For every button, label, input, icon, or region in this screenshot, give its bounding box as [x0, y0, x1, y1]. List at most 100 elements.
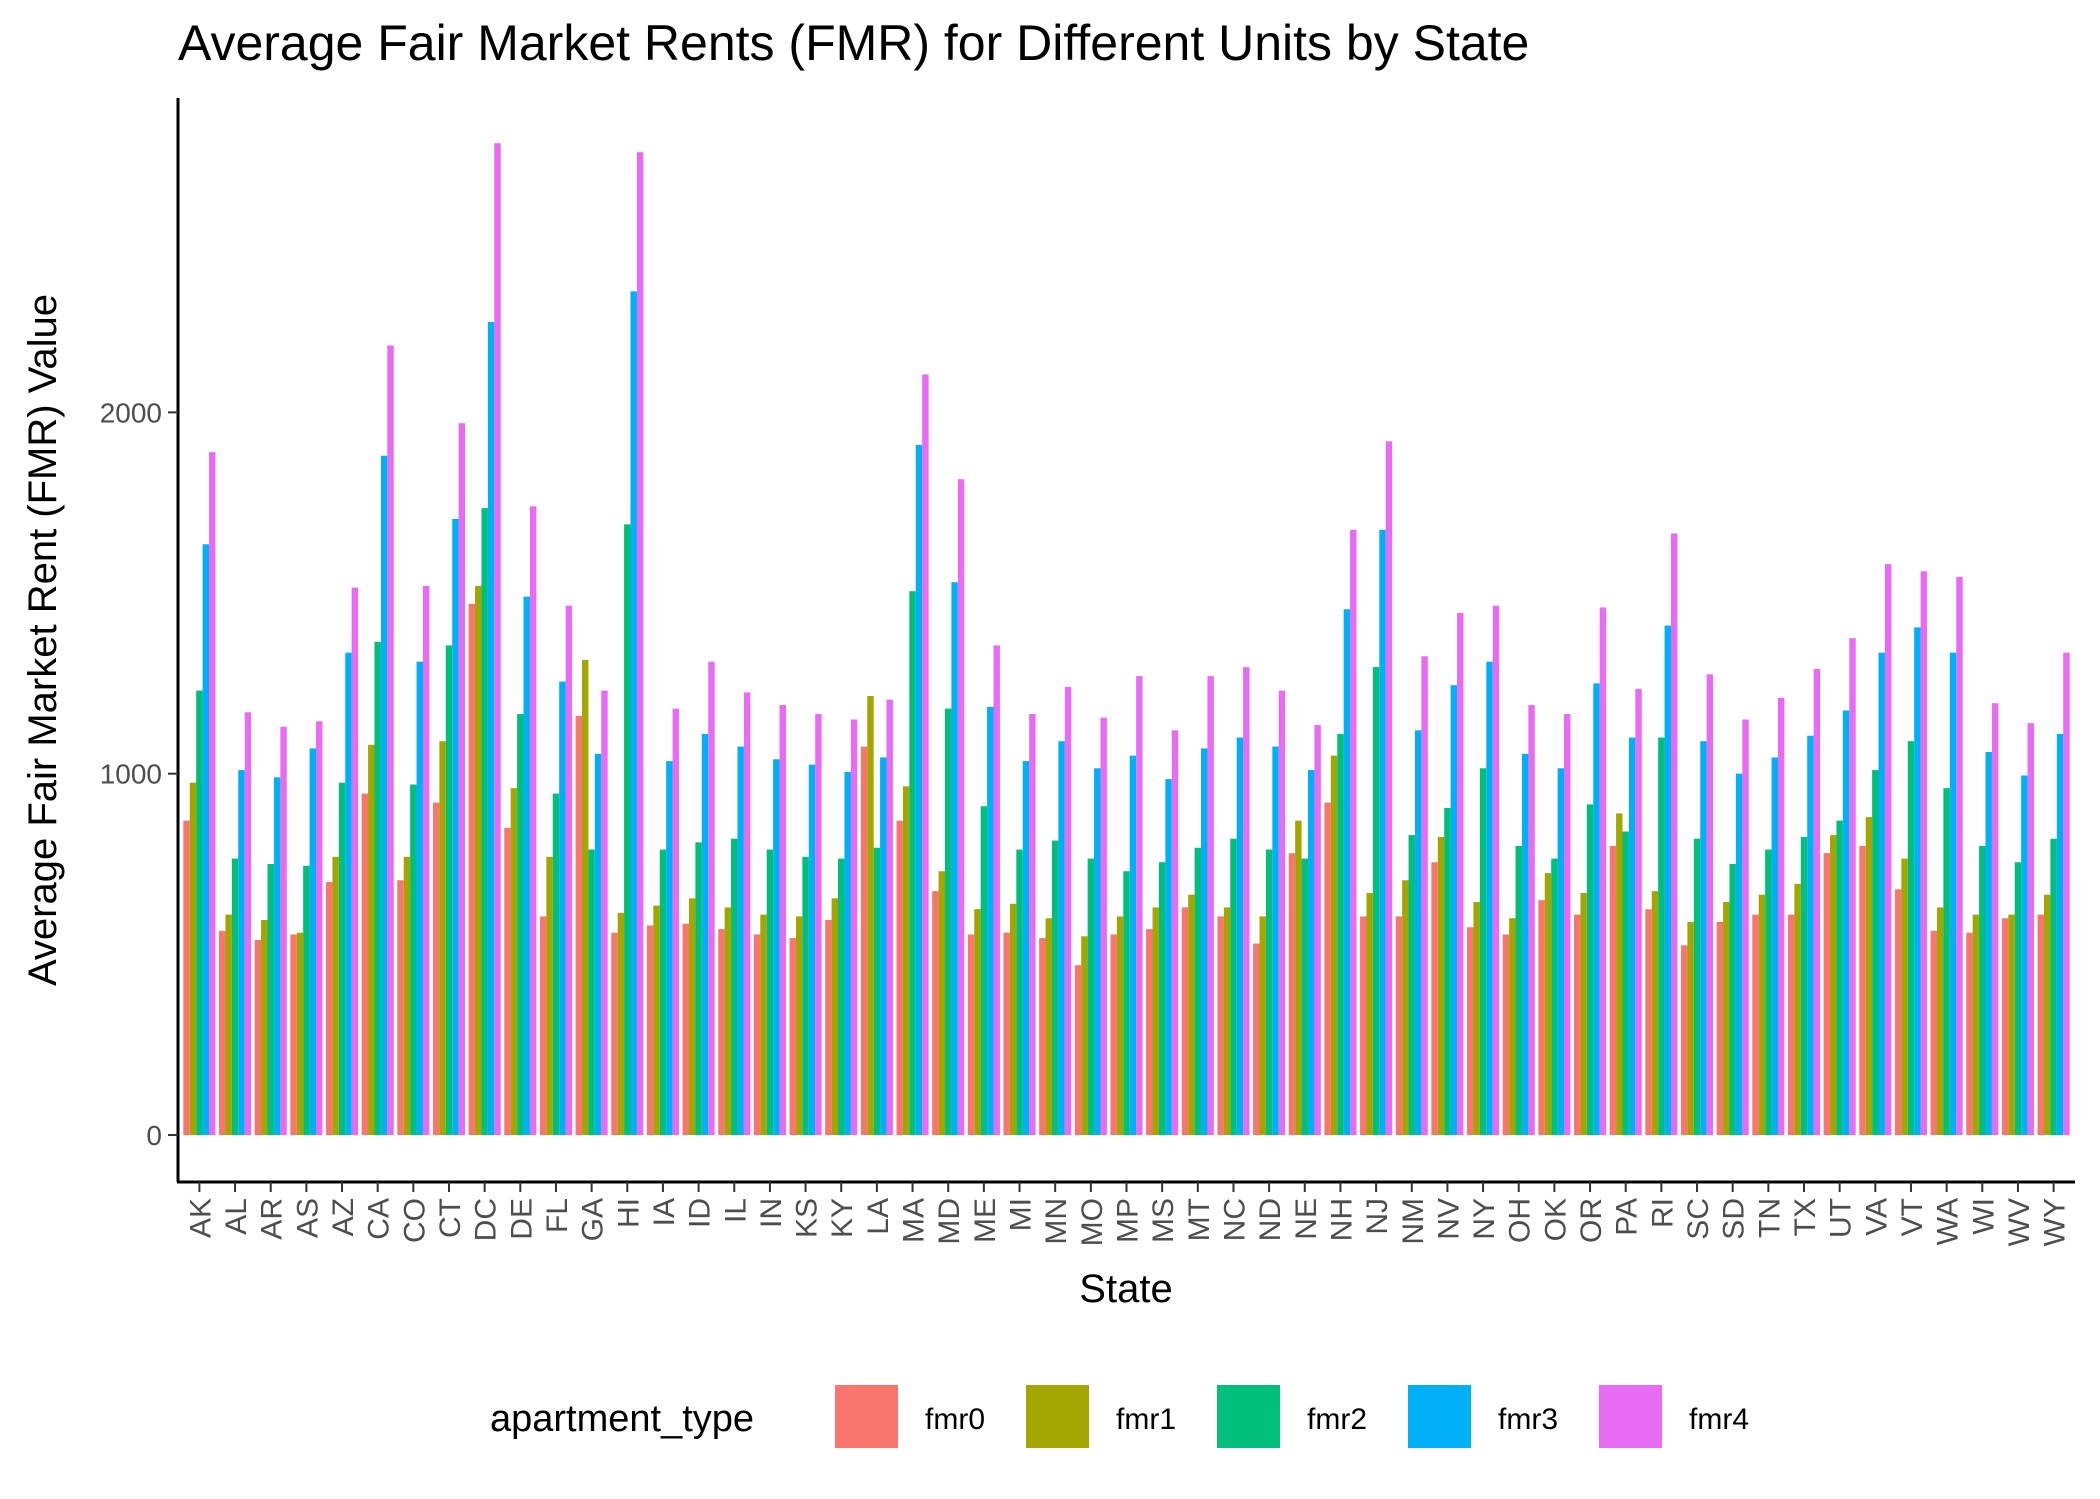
bar-fmr4-nh	[1350, 529, 1357, 1136]
bar-fmr3-id	[701, 733, 709, 1136]
bar-fmr1-ne	[1295, 820, 1302, 1136]
bar-fmr1-nh	[1330, 755, 1338, 1136]
bar-fmr0-ne	[1288, 853, 1296, 1136]
bar-fmr2-pa	[1622, 831, 1629, 1136]
bar-fmr2-fl	[552, 793, 560, 1136]
bar-fmr0-oh	[1502, 934, 1510, 1136]
x-tick-label: NJ	[1361, 1198, 1394, 1235]
bar-fmr4-la	[886, 699, 893, 1136]
bar-fmr1-mp	[1116, 916, 1124, 1136]
bar-fmr4-sc	[1706, 674, 1714, 1136]
x-tick-label: OH	[1504, 1198, 1537, 1243]
bar-fmr1-mo	[1081, 936, 1088, 1136]
bar-fmr0-de	[504, 827, 511, 1136]
bar-fmr0-dc	[468, 603, 476, 1136]
bar-fmr3-in	[773, 759, 780, 1136]
bar-fmr3-ia	[666, 761, 673, 1136]
bar-fmr4-pa	[1635, 688, 1642, 1136]
bar-fmr1-ia	[653, 905, 660, 1136]
x-tick-label: NC	[1218, 1198, 1251, 1241]
legend-label-fmr3: fmr3	[1498, 1403, 1558, 1436]
bar-fmr4-mi	[1029, 714, 1036, 1136]
bar-fmr0-wi	[1966, 932, 1973, 1136]
bar-fmr4-ak	[209, 452, 216, 1136]
bar-fmr3-ms	[1165, 779, 1172, 1136]
bar-fmr1-ar	[261, 920, 268, 1136]
bar-fmr2-wi	[1979, 845, 1986, 1136]
x-tick-label: MN	[1040, 1198, 1073, 1245]
bar-fmr0-ny	[1467, 927, 1474, 1136]
bar-fmr3-sd	[1735, 773, 1743, 1136]
x-tick-label: MT	[1183, 1198, 1216, 1241]
bar-fmr4-wy	[2063, 652, 2070, 1136]
bar-fmr4-de	[529, 506, 537, 1136]
bar-fmr1-nd	[1259, 916, 1266, 1136]
bar-fmr0-id	[682, 923, 689, 1136]
bar-fmr0-ut	[1823, 853, 1831, 1136]
bar-fmr1-az	[332, 856, 339, 1136]
bar-fmr0-as	[290, 934, 297, 1136]
bar-fmr4-wv	[2027, 723, 2034, 1136]
bar-fmr2-mo	[1087, 858, 1095, 1136]
x-tick-label: IL	[719, 1198, 752, 1223]
bar-fmr0-hi	[611, 932, 618, 1136]
legend-label-fmr4: fmr4	[1689, 1403, 1749, 1436]
bar-fmr2-ia	[659, 849, 667, 1136]
x-tick-label: CA	[363, 1198, 396, 1240]
bar-fmr1-co	[403, 856, 411, 1136]
bar-fmr3-md	[951, 582, 958, 1136]
bar-fmr3-ne	[1308, 770, 1315, 1136]
bar-fmr4-nm	[1421, 656, 1428, 1136]
bar-fmr2-ma	[909, 591, 916, 1136]
bar-fmr4-ri	[1671, 533, 1678, 1136]
bar-fmr0-or	[1574, 914, 1581, 1136]
bar-fmr1-ga	[582, 659, 589, 1136]
y-axis-title: Average Fair Market Rent (FMR) Value	[21, 294, 65, 986]
legend-label-fmr2: fmr2	[1307, 1403, 1367, 1436]
bar-fmr1-nj	[1366, 892, 1373, 1136]
bar-fmr0-ct	[432, 802, 440, 1136]
bar-fmr2-mn	[1051, 840, 1059, 1136]
bar-fmr1-me	[974, 909, 981, 1136]
bar-fmr3-la	[880, 757, 887, 1136]
bar-fmr2-oh	[1515, 845, 1522, 1136]
bar-fmr2-ok	[1551, 858, 1558, 1136]
bar-fmr1-wi	[1972, 914, 1980, 1136]
bar-fmr4-ms	[1171, 730, 1179, 1136]
bar-fmr1-nc	[1223, 907, 1231, 1136]
x-tick-label: MD	[933, 1198, 966, 1245]
bar-fmr1-pa	[1616, 813, 1623, 1136]
bar-fmr3-ks	[808, 764, 816, 1136]
bar-fmr2-ga	[588, 849, 595, 1136]
bar-fmr2-ne	[1301, 858, 1308, 1136]
bar-fmr4-tn	[1777, 697, 1785, 1136]
bar-fmr0-az	[325, 882, 333, 1136]
bar-fmr2-or	[1586, 804, 1594, 1136]
x-tick-label: NY	[1468, 1198, 1501, 1240]
bar-fmr2-nd	[1265, 849, 1273, 1136]
bar-fmr1-tn	[1758, 894, 1766, 1136]
bar-fmr0-fl	[539, 916, 547, 1136]
bar-fmr2-nc	[1230, 838, 1237, 1136]
bar-fmr2-tn	[1765, 849, 1772, 1136]
bar-fmr0-nd	[1253, 943, 1260, 1136]
bar-fmr2-in	[766, 849, 774, 1136]
bar-fmr1-ky	[831, 898, 839, 1136]
bar-fmr1-tx	[1794, 883, 1801, 1136]
legend-title: apartment_type	[490, 1398, 754, 1440]
bar-fmr4-va	[1884, 564, 1892, 1136]
bar-fmr3-oh	[1521, 753, 1529, 1136]
bar-fmr3-nv	[1450, 685, 1458, 1136]
bar-fmr0-il	[718, 929, 725, 1136]
bar-fmr4-mt	[1207, 676, 1214, 1136]
bar-fmr4-ma	[922, 374, 929, 1136]
bar-fmr1-as	[296, 932, 304, 1136]
bar-fmr2-ak	[196, 690, 203, 1136]
x-tick-label: MS	[1147, 1198, 1180, 1243]
bar-fmr2-mt	[1194, 847, 1202, 1136]
bar-fmr4-mo	[1100, 717, 1107, 1136]
x-tick-label: MO	[1076, 1198, 1109, 1246]
bar-fmr1-fl	[546, 856, 553, 1136]
bar-fmr2-ct	[445, 645, 453, 1136]
